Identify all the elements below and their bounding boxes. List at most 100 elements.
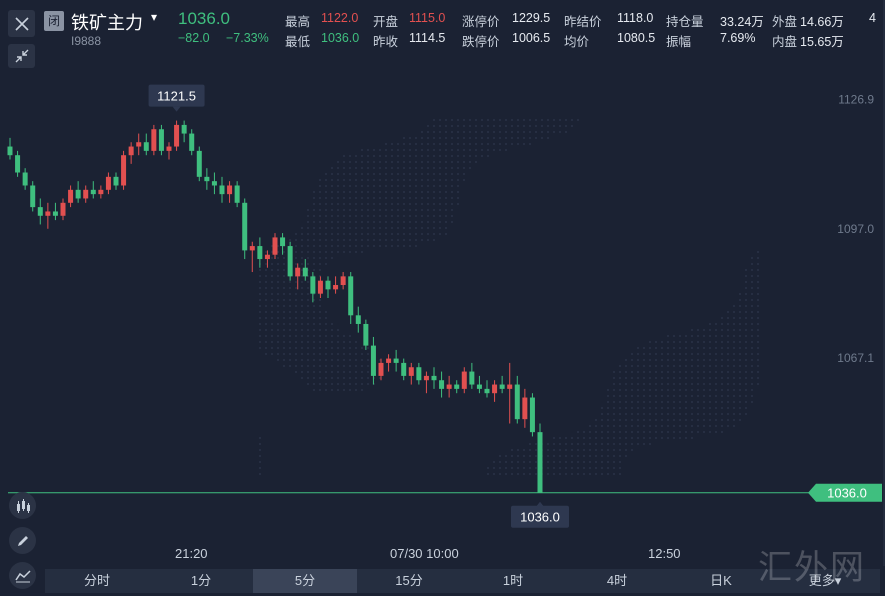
bg-dot <box>373 227 375 229</box>
bg-dot <box>595 467 597 469</box>
bg-dot <box>673 347 675 349</box>
bg-dot <box>739 299 741 301</box>
bg-dot <box>739 311 741 313</box>
draw-button[interactable] <box>9 527 36 554</box>
period-tab[interactable]: 4时 <box>606 573 628 588</box>
bg-dot <box>331 335 333 337</box>
bg-dot <box>721 407 723 409</box>
bg-dot <box>649 383 651 385</box>
bg-dot <box>607 389 609 391</box>
high-marker-pointer <box>172 106 181 112</box>
bg-dot <box>259 347 261 349</box>
bg-dot <box>433 221 435 223</box>
bg-dot <box>649 347 651 349</box>
bg-dot <box>505 473 507 475</box>
bg-dot <box>325 383 327 385</box>
bg-dot <box>625 359 627 361</box>
bg-dot <box>601 407 603 409</box>
bg-dot <box>721 389 723 391</box>
bg-dot <box>529 119 531 121</box>
bg-dot <box>379 179 381 181</box>
bg-dot <box>349 179 351 181</box>
bg-dot <box>655 353 657 355</box>
bg-dot <box>361 371 363 373</box>
bg-dot <box>469 125 471 127</box>
bg-dot <box>727 365 729 367</box>
chevron-down-icon[interactable]: ▾ <box>151 10 158 24</box>
period-tab[interactable]: 1分 <box>190 573 212 588</box>
bg-dot <box>337 161 339 163</box>
bg-dot <box>343 383 345 385</box>
high-marker-box <box>148 84 205 107</box>
bg-dot <box>421 161 423 163</box>
bg-dot <box>325 365 327 367</box>
bg-dot <box>259 467 261 469</box>
bg-dot <box>283 353 285 355</box>
symbol-name[interactable]: 铁矿主力 <box>71 13 143 33</box>
bg-dot <box>403 203 405 205</box>
bg-dot <box>325 221 327 223</box>
bg-dot <box>277 347 279 349</box>
bg-dot <box>457 179 459 181</box>
period-tab[interactable]: 日K <box>710 573 732 588</box>
period-tab[interactable]: 5分 <box>253 569 357 593</box>
bg-dot <box>283 257 285 259</box>
bg-dot <box>295 305 297 307</box>
bg-dot <box>445 119 447 121</box>
bg-dot <box>517 131 519 133</box>
trend-line-button[interactable] <box>9 562 36 589</box>
candle-body <box>249 246 255 251</box>
bg-dot <box>613 401 615 403</box>
period-tab[interactable]: 15分 <box>395 573 423 588</box>
bg-dot <box>667 413 669 415</box>
indicator-button[interactable] <box>9 492 36 519</box>
bg-dot <box>661 395 663 397</box>
bg-dot <box>715 329 717 331</box>
bg-dot <box>643 425 645 427</box>
period-tab[interactable]: 1时 <box>502 573 524 588</box>
bg-dot <box>391 227 393 229</box>
bg-dot <box>721 425 723 427</box>
bg-dot <box>271 353 273 355</box>
bg-dot <box>667 353 669 355</box>
bg-dot <box>259 299 261 301</box>
bg-dot <box>331 203 333 205</box>
bg-dot <box>343 191 345 193</box>
bg-dot <box>517 455 519 457</box>
bg-dot <box>655 437 657 439</box>
bg-dot <box>319 335 321 337</box>
stat-label: 涨停价 <box>462 15 500 29</box>
bg-dot <box>409 221 411 223</box>
bg-dot <box>565 473 567 475</box>
bg-dot <box>697 389 699 391</box>
market-closed-badge: 闭 <box>44 11 64 31</box>
bg-dot <box>439 167 441 169</box>
bg-dot <box>355 173 357 175</box>
close-button[interactable] <box>8 10 35 37</box>
bg-dot <box>733 341 735 343</box>
bg-dot <box>433 203 435 205</box>
bg-dot <box>559 131 561 133</box>
bg-dot <box>541 125 543 127</box>
candle-body <box>287 246 293 277</box>
bg-dot <box>421 209 423 211</box>
period-tab[interactable]: 分时 <box>83 573 110 588</box>
bg-dot <box>331 389 333 391</box>
bg-dot <box>451 221 453 223</box>
bg-dot <box>427 143 429 145</box>
bg-dot <box>745 269 747 271</box>
bg-dot <box>439 209 441 211</box>
bg-dot <box>667 383 669 385</box>
period-tab[interactable]: 更多▾ <box>808 573 842 588</box>
candle-body <box>401 362 407 376</box>
low-marker-pointer <box>536 501 544 507</box>
collapse-button[interactable] <box>8 44 35 68</box>
bg-dot <box>619 473 621 475</box>
bg-dot <box>421 203 423 205</box>
bg-dot <box>583 467 585 469</box>
bg-dot <box>469 161 471 163</box>
bg-dot <box>685 359 687 361</box>
bg-dot <box>715 359 717 361</box>
